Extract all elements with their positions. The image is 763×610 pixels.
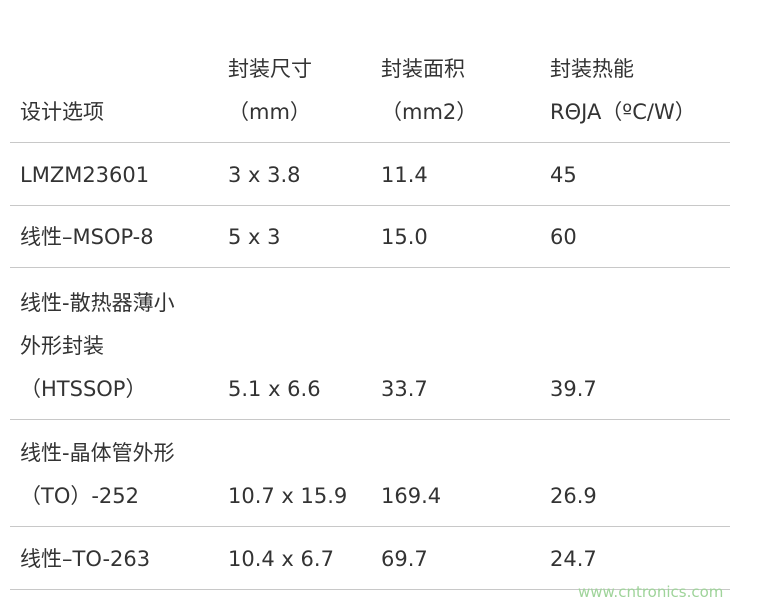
table-cell: 24.7 bbox=[550, 527, 597, 589]
cell-text: 60 bbox=[550, 225, 577, 249]
cell-text: 线性-晶体管外形 bbox=[20, 441, 175, 465]
table-cell: 11.4 bbox=[381, 143, 428, 205]
cell-text: 33.7 bbox=[381, 377, 428, 401]
cell-text: 24.7 bbox=[550, 547, 597, 571]
cell-text: 设计选项 bbox=[20, 100, 104, 124]
table-row: LMZM23601 3 x 3.8 11.4 45 bbox=[10, 143, 730, 206]
cell-text: （mm） bbox=[228, 100, 311, 124]
table-cell: 3 x 3.8 bbox=[228, 143, 301, 205]
cell-text: 封装热能 bbox=[550, 57, 634, 81]
cell-text: RΘJA（ºC/W） bbox=[550, 100, 696, 124]
table-cell: 33.7 bbox=[381, 268, 428, 419]
table-cell: 设计选项 bbox=[20, 0, 104, 142]
table-cell: 5 x 3 bbox=[228, 206, 281, 267]
cell-text: 15.0 bbox=[381, 225, 428, 249]
cell-text: （TO）-252 bbox=[20, 484, 140, 508]
cell-text: 5 x 3 bbox=[228, 225, 281, 249]
table-cell: 线性–MSOP-8 bbox=[20, 206, 154, 267]
cell-text: 69.7 bbox=[381, 547, 428, 571]
cell-text: （mm2） bbox=[381, 100, 478, 124]
table-cell: 线性-晶体管外形 （TO）-252 bbox=[20, 420, 175, 526]
table-cell: 5.1 x 6.6 bbox=[228, 268, 321, 419]
table-row: 线性–MSOP-8 5 x 3 15.0 60 bbox=[10, 206, 730, 268]
table-cell: LMZM23601 bbox=[20, 143, 149, 205]
table-row: 线性–TO-263 10.4 x 6.7 69.7 24.7 bbox=[10, 527, 730, 590]
table-cell: 线性–TO-263 bbox=[20, 527, 150, 589]
cell-text: 3 x 3.8 bbox=[228, 163, 301, 187]
cell-text: 10.7 x 15.9 bbox=[228, 484, 348, 508]
cell-text: 5.1 x 6.6 bbox=[228, 377, 321, 401]
cell-text: 线性–TO-263 bbox=[20, 547, 151, 571]
cell-text: 169.4 bbox=[381, 484, 442, 508]
table-cell: 69.7 bbox=[381, 527, 428, 589]
table-cell: 封装热能 RΘJA（ºC/W） bbox=[550, 0, 696, 142]
cell-text: 11.4 bbox=[381, 163, 428, 187]
table-cell: 45 bbox=[550, 143, 577, 205]
table-cell: 26.9 bbox=[550, 420, 597, 526]
cell-text: 10.4 x 6.7 bbox=[228, 547, 334, 571]
table-cell: 39.7 bbox=[550, 268, 597, 419]
table-cell: 169.4 bbox=[381, 420, 441, 526]
table-cell: 15.0 bbox=[381, 206, 428, 267]
cell-text: 26.9 bbox=[550, 484, 597, 508]
cell-text: 45 bbox=[550, 163, 577, 187]
table-row: 线性-散热器薄小 外形封装 （HTSSOP） 5.1 x 6.6 33.7 39.7 bbox=[10, 268, 730, 420]
table-cell: 封装面积 （mm2） bbox=[381, 0, 477, 142]
table-cell: 10.4 x 6.7 bbox=[228, 527, 334, 589]
header-row: 设计选项 封装尺寸 （mm） 封装面积 （mm2） 封装热能 RΘJA（ºC/W） bbox=[10, 0, 730, 143]
watermark: www.cntronics.com bbox=[578, 583, 724, 601]
cell-text: 封装面积 bbox=[381, 57, 465, 81]
cell-text: LMZM23601 bbox=[20, 163, 150, 187]
table-row: 线性-晶体管外形 （TO）-252 10.7 x 15.9 169.4 26.9 bbox=[10, 420, 730, 527]
table-cell: 60 bbox=[550, 206, 577, 267]
cell-text: 39.7 bbox=[550, 377, 597, 401]
table-cell: 10.7 x 15.9 bbox=[228, 420, 347, 526]
cell-text: （HTSSOP） bbox=[20, 377, 147, 401]
table-cell: 线性-散热器薄小 外形封装 （HTSSOP） bbox=[20, 268, 175, 419]
cell-text: 线性–MSOP-8 bbox=[20, 225, 154, 249]
cell-text: 外形封装 bbox=[20, 334, 104, 358]
table-cell: 封装尺寸 （mm） bbox=[228, 0, 312, 142]
cell-text: 线性-散热器薄小 bbox=[20, 291, 175, 315]
cell-text: 封装尺寸 bbox=[228, 57, 312, 81]
